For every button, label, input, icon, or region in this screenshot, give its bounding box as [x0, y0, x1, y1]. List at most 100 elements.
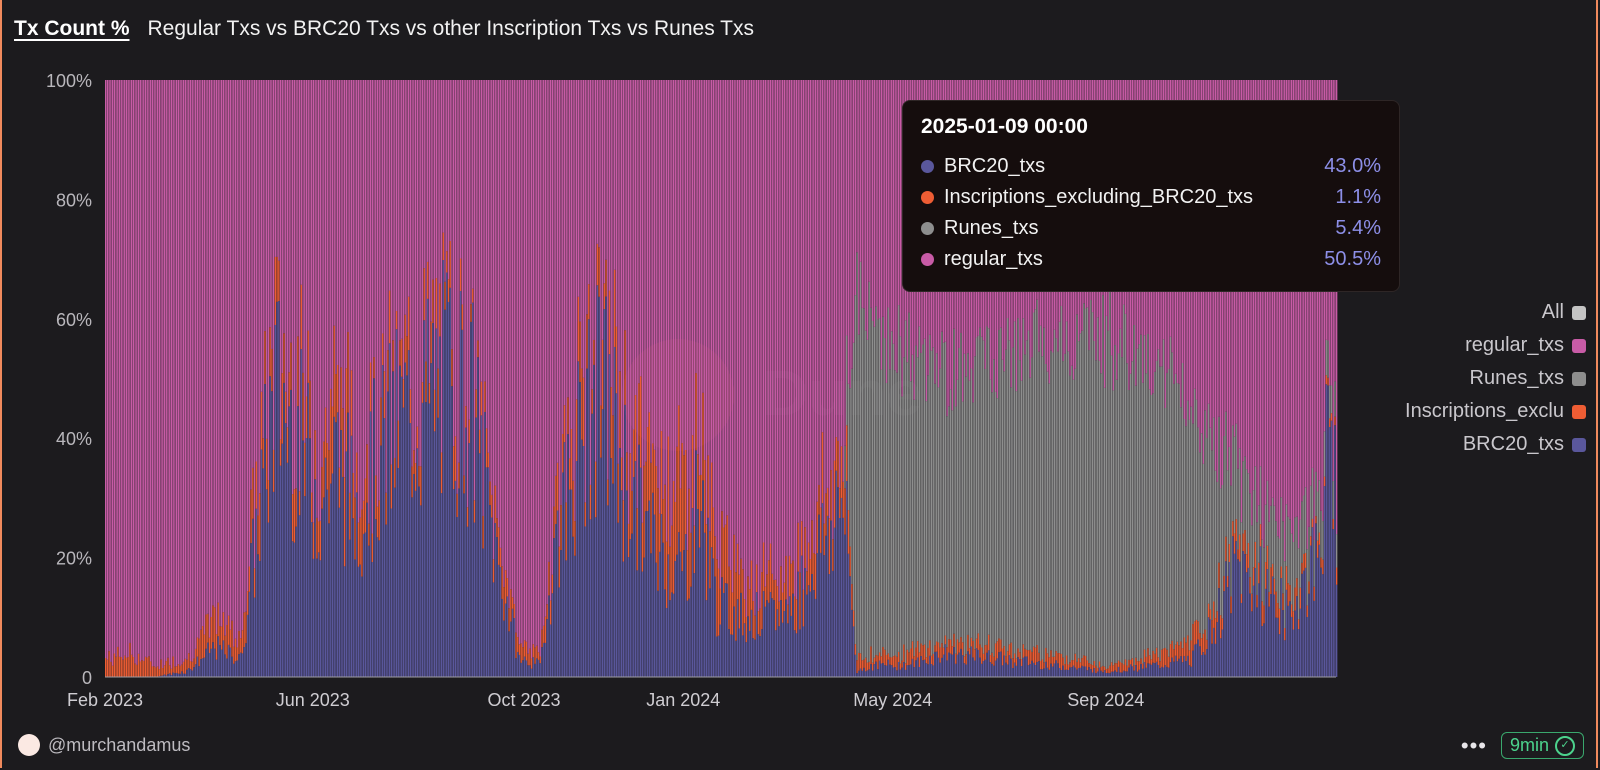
legend-item-regular[interactable]: regular_txs [1405, 329, 1586, 362]
bar-segment-BRC20_txs[interactable] [825, 535, 827, 677]
bar-segment-Runes_txs[interactable] [1190, 406, 1192, 641]
bar-segment-Runes_txs[interactable] [1024, 354, 1026, 649]
bar-segment-regular_txs[interactable] [858, 80, 860, 335]
bar-segment-regular_txs[interactable] [127, 80, 129, 658]
bar-segment-BRC20_txs[interactable] [1072, 665, 1075, 677]
author-handle[interactable]: @murchandamus [48, 734, 191, 755]
bar-segment-regular_txs[interactable] [650, 80, 652, 463]
bar-segment-Runes_txs[interactable] [1135, 385, 1137, 658]
bar-segment-regular_txs[interactable] [407, 80, 410, 297]
bar-segment-BRC20_txs[interactable] [262, 468, 264, 677]
bar-segment-Inscriptions_excluding_BRC20_txs[interactable] [485, 428, 488, 468]
bar-segment-BRC20_txs[interactable] [569, 489, 571, 677]
bar-segment-BRC20_txs[interactable] [401, 376, 403, 677]
bar-segment-BRC20_txs[interactable] [1086, 670, 1089, 677]
bar-segment-Inscriptions_excluding_BRC20_txs[interactable] [432, 279, 434, 324]
bar-segment-Inscriptions_excluding_BRC20_txs[interactable] [212, 605, 214, 643]
bar-segment-regular_txs[interactable] [861, 80, 863, 308]
bar-segment-regular_txs[interactable] [520, 80, 522, 644]
bar-segment-regular_txs[interactable] [238, 80, 240, 632]
bar-segment-BRC20_txs[interactable] [546, 619, 548, 677]
bar-segment-Inscriptions_excluding_BRC20_txs[interactable] [1185, 642, 1187, 662]
bar-segment-regular_txs[interactable] [144, 80, 147, 657]
bar-segment-regular_txs[interactable] [401, 80, 403, 339]
bar-segment-Runes_txs[interactable] [1296, 516, 1298, 579]
bar-segment-Inscriptions_excluding_BRC20_txs[interactable] [1060, 653, 1063, 671]
bar-segment-Inscriptions_excluding_BRC20_txs[interactable] [941, 643, 943, 658]
bar-segment-Inscriptions_excluding_BRC20_txs[interactable] [257, 515, 259, 555]
bar-segment-Runes_txs[interactable] [925, 401, 928, 658]
bar-segment-Inscriptions_excluding_BRC20_txs[interactable] [1169, 644, 1172, 663]
bar-segment-BRC20_txs[interactable] [1078, 667, 1080, 677]
bar-segment-BRC20_txs[interactable] [527, 665, 529, 677]
bar-segment-BRC20_txs[interactable] [1093, 668, 1095, 677]
bar-segment-Inscriptions_excluding_BRC20_txs[interactable] [764, 586, 766, 607]
bar-segment-Inscriptions_excluding_BRC20_txs[interactable] [778, 601, 780, 627]
bar-segment-BRC20_txs[interactable] [402, 407, 405, 677]
bar-segment-Runes_txs[interactable] [1131, 361, 1134, 659]
bar-segment-BRC20_txs[interactable] [1181, 662, 1184, 677]
bar-segment-Inscriptions_excluding_BRC20_txs[interactable] [913, 656, 915, 668]
bar-segment-BRC20_txs[interactable] [1284, 640, 1286, 677]
bar-segment-regular_txs[interactable] [186, 80, 188, 660]
bar-segment-Inscriptions_excluding_BRC20_txs[interactable] [1145, 656, 1147, 668]
bar-segment-BRC20_txs[interactable] [709, 588, 711, 677]
bar-segment-Inscriptions_excluding_BRC20_txs[interactable] [1143, 649, 1146, 663]
bar-segment-regular_txs[interactable] [523, 80, 526, 641]
bar-segment-Inscriptions_excluding_BRC20_txs[interactable] [397, 420, 399, 469]
bar-segment-Inscriptions_excluding_BRC20_txs[interactable] [1029, 649, 1031, 665]
bar-segment-BRC20_txs[interactable] [650, 553, 652, 677]
bar-segment-regular_txs[interactable] [899, 80, 902, 337]
bar-segment-regular_txs[interactable] [366, 80, 368, 445]
bar-segment-BRC20_txs[interactable] [380, 445, 382, 677]
bar-segment-Runes_txs[interactable] [951, 410, 953, 647]
bar-segment-Inscriptions_excluding_BRC20_txs[interactable] [903, 644, 905, 663]
bar-segment-regular_txs[interactable] [492, 80, 495, 560]
bar-segment-Inscriptions_excluding_BRC20_txs[interactable] [1218, 562, 1220, 589]
bar-segment-regular_txs[interactable] [260, 80, 263, 392]
bar-segment-BRC20_txs[interactable] [196, 656, 199, 677]
bar-segment-Inscriptions_excluding_BRC20_txs[interactable] [906, 649, 908, 666]
bar-segment-Inscriptions_excluding_BRC20_txs[interactable] [414, 463, 417, 491]
bar-segment-regular_txs[interactable] [686, 80, 689, 551]
bar-segment-Inscriptions_excluding_BRC20_txs[interactable] [143, 660, 145, 677]
bar-segment-BRC20_txs[interactable] [1316, 557, 1319, 677]
bar-segment-BRC20_txs[interactable] [944, 644, 947, 677]
bar-segment-Inscriptions_excluding_BRC20_txs[interactable] [506, 578, 509, 597]
bar-segment-regular_txs[interactable] [572, 80, 574, 481]
bar-segment-Runes_txs[interactable] [1048, 383, 1050, 658]
bar-segment-BRC20_txs[interactable] [913, 667, 915, 677]
bar-segment-BRC20_txs[interactable] [418, 486, 420, 677]
bar-segment-BRC20_txs[interactable] [316, 558, 318, 677]
bar-segment-Runes_txs[interactable] [1081, 330, 1083, 659]
bar-segment-Inscriptions_excluding_BRC20_txs[interactable] [1207, 603, 1210, 618]
bar-segment-Inscriptions_excluding_BRC20_txs[interactable] [1123, 664, 1125, 671]
bar-segment-BRC20_txs[interactable] [293, 542, 296, 677]
bar-segment-BRC20_txs[interactable] [300, 349, 302, 677]
bar-segment-Inscriptions_excluding_BRC20_txs[interactable] [1287, 583, 1289, 606]
bar-segment-Inscriptions_excluding_BRC20_txs[interactable] [723, 527, 725, 593]
bar-segment-Inscriptions_excluding_BRC20_txs[interactable] [712, 507, 715, 559]
bar-segment-regular_txs[interactable] [591, 80, 593, 390]
bar-segment-Runes_txs[interactable] [930, 350, 933, 656]
bar-segment-Inscriptions_excluding_BRC20_txs[interactable] [1166, 649, 1168, 667]
bar-segment-Inscriptions_excluding_BRC20_txs[interactable] [842, 481, 844, 518]
bar-segment-regular_txs[interactable] [1294, 80, 1296, 518]
bar-segment-Inscriptions_excluding_BRC20_txs[interactable] [581, 368, 583, 440]
bar-segment-BRC20_txs[interactable] [295, 526, 297, 677]
bar-segment-Inscriptions_excluding_BRC20_txs[interactable] [1192, 624, 1194, 651]
bar-segment-BRC20_txs[interactable] [986, 652, 988, 677]
bar-segment-Inscriptions_excluding_BRC20_txs[interactable] [1052, 656, 1054, 667]
bar-segment-regular_txs[interactable] [132, 80, 135, 657]
bar-segment-Runes_txs[interactable] [1323, 431, 1326, 477]
bar-segment-Inscriptions_excluding_BRC20_txs[interactable] [934, 645, 936, 652]
bar-segment-regular_txs[interactable] [319, 80, 322, 521]
bar-segment-regular_txs[interactable] [167, 80, 169, 658]
bar-segment-BRC20_txs[interactable] [382, 365, 384, 677]
bar-segment-Inscriptions_excluding_BRC20_txs[interactable] [264, 331, 266, 385]
bar-segment-regular_txs[interactable] [724, 80, 727, 525]
bar-segment-Inscriptions_excluding_BRC20_txs[interactable] [1233, 533, 1236, 554]
bar-segment-Inscriptions_excluding_BRC20_txs[interactable] [683, 455, 685, 551]
bar-segment-regular_txs[interactable] [189, 80, 192, 661]
bar-segment-BRC20_txs[interactable] [882, 663, 884, 677]
